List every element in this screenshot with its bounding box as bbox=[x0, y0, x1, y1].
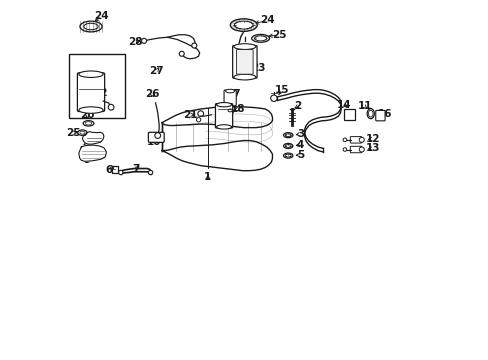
Text: 6: 6 bbox=[105, 165, 112, 175]
Bar bbox=[69, 54, 125, 118]
Polygon shape bbox=[79, 145, 106, 161]
Text: 3: 3 bbox=[296, 129, 304, 139]
FancyBboxPatch shape bbox=[349, 146, 361, 153]
Circle shape bbox=[155, 133, 160, 138]
Text: 28: 28 bbox=[128, 37, 142, 47]
Ellipse shape bbox=[285, 144, 290, 147]
Circle shape bbox=[359, 147, 364, 152]
Circle shape bbox=[343, 138, 346, 141]
Circle shape bbox=[270, 95, 277, 102]
Text: 18: 18 bbox=[230, 104, 245, 114]
Ellipse shape bbox=[83, 121, 94, 126]
Ellipse shape bbox=[283, 133, 292, 138]
Ellipse shape bbox=[367, 110, 372, 117]
Ellipse shape bbox=[251, 35, 269, 42]
Ellipse shape bbox=[80, 131, 85, 134]
Text: 15: 15 bbox=[274, 85, 289, 95]
Text: 17: 17 bbox=[227, 89, 241, 99]
Ellipse shape bbox=[79, 107, 103, 113]
Text: 14: 14 bbox=[336, 100, 351, 110]
Text: 11: 11 bbox=[357, 102, 371, 112]
Text: 24: 24 bbox=[94, 11, 108, 21]
Ellipse shape bbox=[216, 103, 231, 107]
Ellipse shape bbox=[230, 19, 257, 31]
FancyBboxPatch shape bbox=[349, 136, 361, 143]
Text: 7: 7 bbox=[132, 163, 140, 174]
Circle shape bbox=[196, 118, 201, 122]
FancyBboxPatch shape bbox=[215, 104, 232, 128]
Ellipse shape bbox=[285, 154, 290, 157]
Ellipse shape bbox=[366, 109, 373, 119]
Ellipse shape bbox=[233, 44, 255, 49]
Ellipse shape bbox=[283, 143, 292, 148]
Polygon shape bbox=[82, 132, 104, 144]
Ellipse shape bbox=[225, 89, 234, 93]
Circle shape bbox=[191, 43, 196, 48]
Text: 5: 5 bbox=[296, 150, 304, 160]
Ellipse shape bbox=[79, 71, 103, 77]
Circle shape bbox=[198, 111, 203, 117]
Text: 2: 2 bbox=[293, 102, 301, 112]
Ellipse shape bbox=[223, 108, 233, 114]
Ellipse shape bbox=[227, 109, 232, 112]
Text: 19: 19 bbox=[219, 118, 233, 128]
FancyBboxPatch shape bbox=[343, 109, 354, 120]
Text: 27: 27 bbox=[149, 66, 163, 76]
FancyBboxPatch shape bbox=[375, 111, 384, 121]
Ellipse shape bbox=[254, 36, 266, 41]
Ellipse shape bbox=[285, 134, 290, 136]
Text: 26: 26 bbox=[144, 89, 159, 99]
Text: 1: 1 bbox=[204, 172, 211, 182]
Text: 4: 4 bbox=[296, 140, 304, 150]
Circle shape bbox=[179, 51, 184, 56]
Text: 21: 21 bbox=[183, 110, 197, 120]
Ellipse shape bbox=[83, 23, 98, 30]
Text: 25: 25 bbox=[272, 30, 286, 40]
Text: 24: 24 bbox=[260, 15, 275, 26]
Text: 10: 10 bbox=[146, 138, 161, 147]
Ellipse shape bbox=[85, 122, 92, 125]
Ellipse shape bbox=[216, 125, 231, 129]
Text: 12: 12 bbox=[365, 134, 379, 144]
Text: 20: 20 bbox=[80, 110, 95, 120]
FancyBboxPatch shape bbox=[236, 49, 253, 74]
Circle shape bbox=[359, 137, 364, 142]
Text: 23: 23 bbox=[251, 63, 265, 73]
Text: 22: 22 bbox=[93, 88, 107, 98]
Ellipse shape bbox=[80, 21, 102, 32]
FancyBboxPatch shape bbox=[148, 132, 164, 142]
Text: 25: 25 bbox=[66, 128, 80, 138]
Ellipse shape bbox=[234, 21, 253, 29]
Ellipse shape bbox=[233, 74, 255, 80]
Text: 16: 16 bbox=[377, 109, 391, 119]
Circle shape bbox=[142, 39, 146, 43]
Circle shape bbox=[343, 148, 346, 151]
Text: 9: 9 bbox=[83, 155, 90, 165]
Circle shape bbox=[108, 104, 114, 110]
Circle shape bbox=[119, 170, 122, 175]
FancyBboxPatch shape bbox=[232, 45, 257, 78]
Ellipse shape bbox=[283, 153, 292, 158]
Text: 13: 13 bbox=[365, 143, 379, 153]
FancyBboxPatch shape bbox=[77, 73, 104, 112]
Circle shape bbox=[148, 170, 152, 175]
Ellipse shape bbox=[224, 109, 231, 113]
FancyBboxPatch shape bbox=[224, 90, 236, 106]
Ellipse shape bbox=[78, 130, 87, 135]
Text: 8: 8 bbox=[82, 139, 89, 149]
